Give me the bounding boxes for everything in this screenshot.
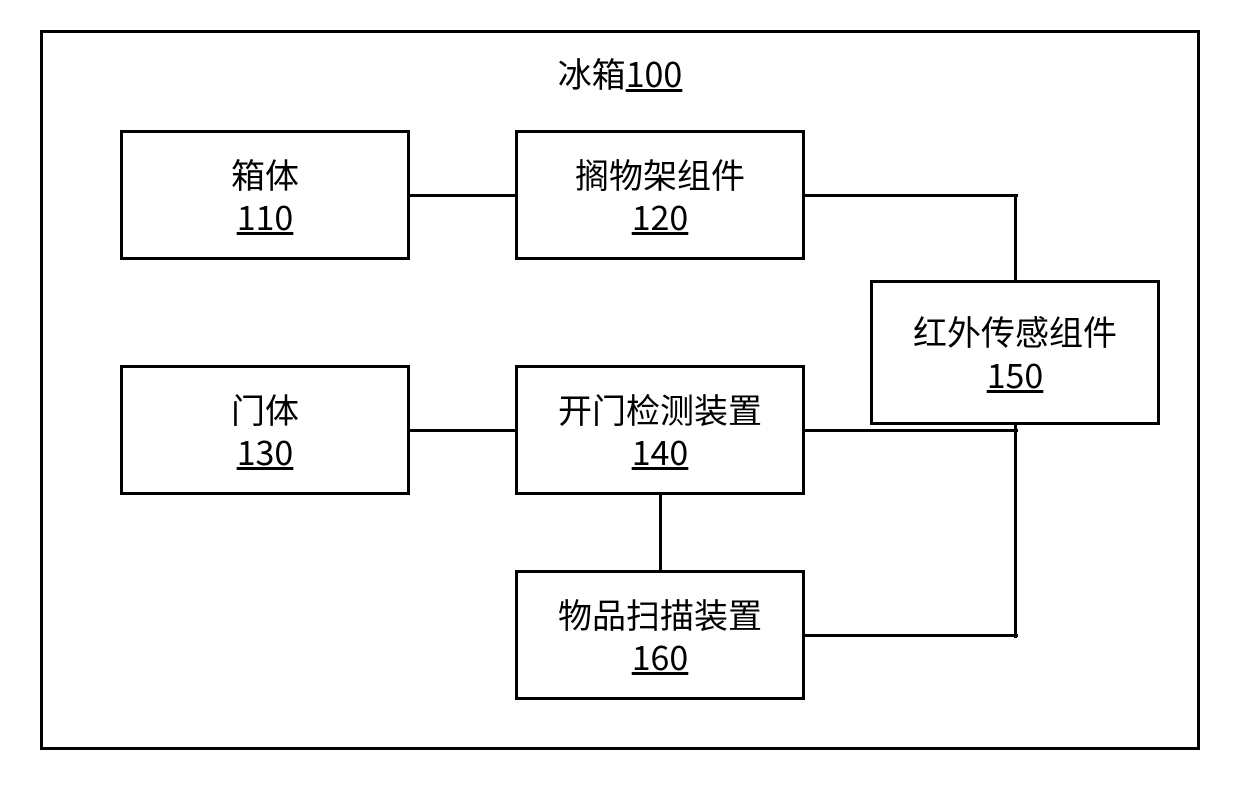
node-n110: 箱体110: [120, 130, 410, 260]
diagram-canvas: 冰箱100 箱体110 搁物架组件120 红外传感组件150 门体130 开门检测装置14…: [0, 0, 1240, 800]
edge-segment: [805, 194, 1018, 197]
node-label: 箱体: [231, 153, 299, 196]
node-n130: 门体130: [120, 365, 410, 495]
edge-segment: [1014, 195, 1017, 283]
node-label: 门体: [231, 388, 299, 431]
outer-title: 冰箱100: [40, 48, 1200, 97]
node-number: 150: [987, 353, 1044, 396]
node-number: 160: [632, 635, 689, 678]
node-label: 开门检测装置: [558, 388, 762, 431]
outer-title-number: 100: [626, 48, 683, 97]
node-label: 物品扫描装置: [558, 593, 762, 636]
edge-segment: [805, 634, 1018, 637]
node-number: 110: [237, 195, 294, 238]
node-number: 140: [632, 430, 689, 473]
edge-segment: [1014, 425, 1017, 638]
node-n150: 红外传感组件150: [870, 280, 1160, 425]
node-n120: 搁物架组件120: [515, 130, 805, 260]
edge-segment: [410, 194, 518, 197]
node-n140: 开门检测装置140: [515, 365, 805, 495]
node-label: 红外传感组件: [913, 310, 1117, 353]
node-label: 搁物架组件: [575, 153, 745, 196]
node-number: 130: [237, 430, 294, 473]
node-n160: 物品扫描装置160: [515, 570, 805, 700]
edge-segment: [805, 429, 1018, 432]
edge-segment: [659, 495, 662, 573]
node-number: 120: [632, 195, 689, 238]
outer-title-label: 冰箱: [558, 48, 626, 97]
edge-segment: [410, 429, 518, 432]
